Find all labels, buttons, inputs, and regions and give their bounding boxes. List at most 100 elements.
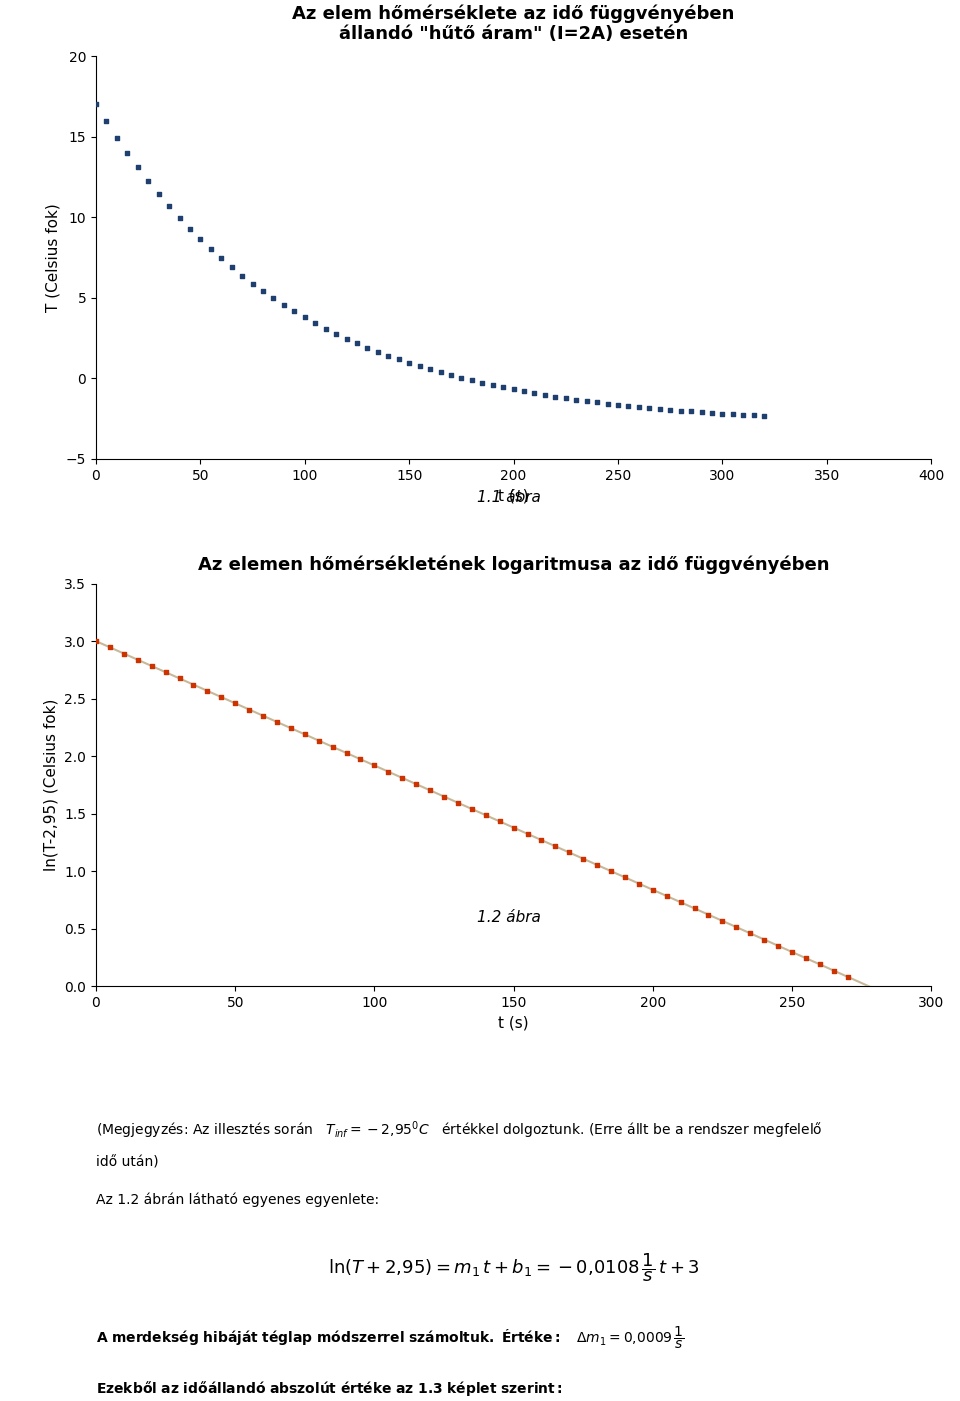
Point [140,170,156,192]
Point [673,891,688,913]
Point [130,649,146,671]
Point [641,396,657,419]
Text: $\ln\!\left(T+2{,}95\right)=m_1\,t+b_1=-0{,}0108\,\dfrac{1}{s}\,t+3$: $\ln\!\left(T+2{,}95\right)=m_1\,t+b_1=-… [327,1251,700,1283]
Point [161,195,177,217]
Point [576,848,591,870]
Point [371,340,386,363]
Point [485,374,500,396]
Point [422,359,438,381]
Title: Az elemen hőmérsékletének logaritmusa az idő függvényében: Az elemen hőmérsékletének logaritmusa az… [198,555,829,573]
Point [812,953,828,975]
Point [725,403,740,426]
Point [109,126,125,149]
Text: idő után): idő után) [96,1156,158,1170]
Point [632,873,647,895]
Point [412,354,427,377]
Point [88,630,104,653]
Point [324,736,340,758]
Point [228,692,243,715]
Y-axis label: T (Celsius fok): T (Celsius fok) [45,203,60,312]
Point [444,364,459,387]
Point [349,332,365,354]
Point [617,866,633,888]
Point [103,636,117,658]
Y-axis label: ln(T-2,95) (Celsius fok): ln(T-2,95) (Celsius fok) [44,699,59,871]
Point [662,398,678,420]
Point [603,860,618,883]
Point [538,384,553,406]
Point [547,385,563,408]
Point [492,810,507,832]
Point [339,741,354,764]
Point [729,916,744,939]
Point [684,401,699,423]
Text: 1.2 ábra: 1.2 ábra [477,911,540,925]
Point [756,929,772,951]
Point [652,398,667,420]
Point [645,878,660,901]
Point [756,405,772,427]
Point [589,853,605,876]
Point [116,642,132,664]
Point [311,730,326,752]
Point [422,779,438,801]
Point [705,402,720,425]
Point [784,940,800,962]
X-axis label: t (s): t (s) [498,1016,529,1031]
Point [495,375,511,398]
Point [714,402,730,425]
Point [380,345,396,367]
Point [352,748,368,771]
Point [360,336,375,359]
Point [224,256,239,279]
Point [465,797,480,820]
Text: (Megjegyzés: Az illesztés során   $T_{inf}=-2{,}95^0C$   értékkel dolgoztunk. (E: (Megjegyzés: Az illesztés során $T_{inf}… [96,1119,823,1140]
Point [826,960,841,982]
Point [558,387,573,409]
Point [714,909,730,932]
Point [686,897,702,919]
Point [88,94,104,116]
Point [193,228,208,251]
Point [527,382,542,405]
Point [395,766,410,789]
X-axis label: t (s): t (s) [498,489,529,503]
Point [144,654,159,677]
Point [130,156,146,178]
Point [743,922,758,944]
Point [694,401,709,423]
Point [611,394,626,416]
Point [200,679,215,702]
Point [568,388,584,410]
Point [172,206,187,228]
Point [99,111,114,133]
Point [701,904,716,926]
Point [450,792,466,814]
Point [367,754,382,776]
Point [562,841,577,863]
Point [255,280,271,303]
Text: 1.1 ábra: 1.1 ábra [477,490,540,504]
Point [307,312,323,335]
Point [318,318,333,340]
Point [735,403,751,426]
Point [840,965,855,988]
Point [391,349,406,371]
Point [454,367,469,389]
Point [659,885,674,908]
Point [157,661,173,684]
Point [506,378,521,401]
Point [276,294,292,317]
Point [185,674,202,696]
Point [241,698,256,720]
Point [269,710,284,733]
Point [632,395,647,417]
Point [287,300,302,322]
Point [534,829,549,852]
Point [600,392,615,415]
Point [298,307,313,329]
Point [798,947,813,969]
Point [182,217,198,240]
Point [380,761,396,783]
Point [474,371,490,394]
